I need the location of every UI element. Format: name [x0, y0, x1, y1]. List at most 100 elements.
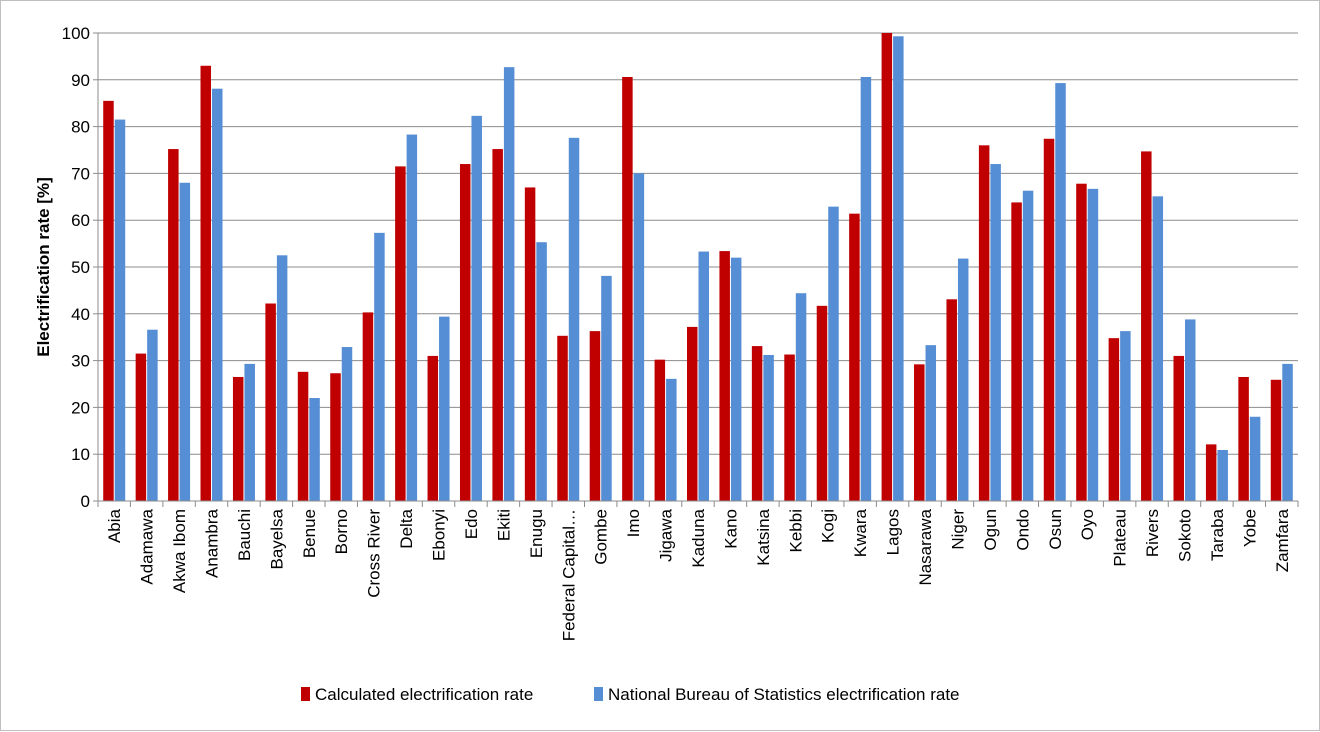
- bar-nbs: [1022, 190, 1034, 501]
- x-tick-label: Imo: [624, 509, 643, 537]
- bar-nbs: [601, 275, 612, 501]
- bar-nbs: [406, 134, 418, 501]
- bar-calculated: [1270, 379, 1282, 501]
- bar-nbs: [244, 363, 255, 501]
- y-tick-label: 50: [71, 258, 90, 277]
- bar-calculated: [881, 33, 893, 501]
- bar-calculated: [557, 335, 568, 501]
- x-tick-label: Ondo: [1013, 509, 1032, 551]
- bar-nbs: [730, 257, 742, 501]
- bar-nbs: [1152, 196, 1164, 501]
- x-tick-label: Gombe: [592, 509, 611, 565]
- bar-nbs: [860, 76, 872, 502]
- bar-nbs: [633, 173, 645, 501]
- bars: [103, 33, 1293, 502]
- y-tick-label: 40: [71, 305, 90, 324]
- bar-nbs: [1055, 83, 1066, 501]
- bar-nbs: [439, 316, 450, 501]
- bar-nbs: [536, 242, 547, 501]
- bar-nbs: [795, 293, 807, 501]
- x-tick-label: Oyo: [1078, 509, 1097, 540]
- x-tick-label: Adamawa: [138, 508, 157, 584]
- x-tick-label: Jigawa: [657, 508, 676, 561]
- bar-calculated: [784, 354, 795, 501]
- bar-calculated: [1076, 183, 1087, 501]
- bar-calculated: [1011, 202, 1022, 502]
- x-tick-label: Osun: [1046, 509, 1065, 550]
- bar-calculated: [1238, 376, 1249, 501]
- x-tick-label: Zamfara: [1273, 508, 1292, 572]
- y-tick-label: 60: [71, 211, 90, 230]
- bar-nbs: [925, 345, 937, 501]
- bar-nbs: [1282, 363, 1293, 501]
- bar-calculated: [914, 364, 925, 501]
- bar-nbs: [341, 347, 353, 501]
- bar-nbs: [568, 137, 580, 501]
- bar-calculated: [103, 100, 114, 502]
- x-tick-label: Bayelsa: [267, 508, 286, 569]
- x-tick-label: Ekiti: [494, 509, 513, 541]
- bar-calculated: [459, 164, 471, 502]
- x-tick-label: Yobe: [1240, 509, 1259, 547]
- bar-calculated: [816, 305, 828, 501]
- bar-calculated: [589, 331, 601, 501]
- x-tick-label: Akwa Ibom: [170, 509, 189, 593]
- bar-calculated: [395, 166, 406, 501]
- x-tick-label: Kaduna: [689, 508, 708, 567]
- bar-nbs: [1184, 319, 1196, 501]
- x-tick-label: Taraba: [1208, 508, 1227, 561]
- bar-nbs: [666, 378, 677, 501]
- bar-nbs: [1249, 416, 1261, 501]
- bar-calculated: [946, 299, 957, 501]
- y-tick-label: 30: [71, 352, 90, 371]
- x-tick-label: Nasarawa: [916, 508, 935, 585]
- bar-calculated: [135, 353, 147, 501]
- legend: Calculated electrification rate National…: [301, 685, 960, 704]
- bar-nbs: [1217, 449, 1228, 501]
- x-tick-label: Benue: [300, 509, 319, 558]
- bar-calculated: [265, 303, 276, 501]
- x-tick-label: Kebbi: [786, 509, 805, 552]
- x-tick-label: Abia: [105, 508, 124, 543]
- legend-label-calculated: Calculated electrification rate: [315, 685, 533, 704]
- bar-nbs: [471, 115, 482, 501]
- y-tick-labels: 0 10 20 30 40 50 60 70 80 90 100: [62, 24, 90, 511]
- bar-nbs: [990, 164, 1001, 502]
- bar-calculated: [168, 149, 179, 501]
- bar-calculated: [362, 312, 374, 501]
- x-tick-label: Delta: [397, 508, 416, 548]
- legend-swatch-nbs: [594, 687, 603, 701]
- y-tick-label: 10: [71, 445, 90, 464]
- y-tick-label: 90: [71, 71, 90, 90]
- bar-calculated: [622, 76, 633, 502]
- bar-nbs: [179, 182, 191, 501]
- x-tick-label: Plateau: [1111, 509, 1130, 567]
- x-tick-label: Bauchi: [235, 509, 254, 561]
- x-tick-label: Ebonyi: [430, 509, 449, 561]
- bar-nbs: [828, 206, 839, 501]
- bar-nbs: [698, 251, 709, 501]
- y-tick-label: 20: [71, 398, 90, 417]
- bar-nbs: [374, 232, 385, 501]
- bar-calculated: [330, 373, 341, 501]
- bar-calculated: [1141, 151, 1152, 501]
- bar-calculated: [492, 149, 503, 501]
- x-tick-label: Cross River: [365, 509, 384, 598]
- bar-calculated: [1108, 338, 1120, 501]
- x-tick-label: Katsina: [754, 508, 773, 565]
- bar-calculated: [719, 251, 730, 501]
- x-tick-label: Federal Capital…: [559, 509, 578, 641]
- bar-nbs: [212, 88, 223, 501]
- y-tick-label: 70: [71, 164, 90, 183]
- bar-calculated: [654, 359, 666, 501]
- x-tick-labels: Abia Adamawa Akwa Ibom Anambra Bauchi Bayelsa…: [105, 508, 1292, 641]
- x-tick-label: Kano: [721, 509, 740, 549]
- bar-calculated: [751, 346, 763, 501]
- y-tick-label: 0: [81, 492, 90, 511]
- bar-calculated: [1043, 138, 1055, 501]
- legend-swatch-calculated: [301, 687, 310, 701]
- bar-nbs: [503, 67, 515, 501]
- bar-calculated: [297, 371, 309, 501]
- x-tick-label: Edo: [462, 509, 481, 539]
